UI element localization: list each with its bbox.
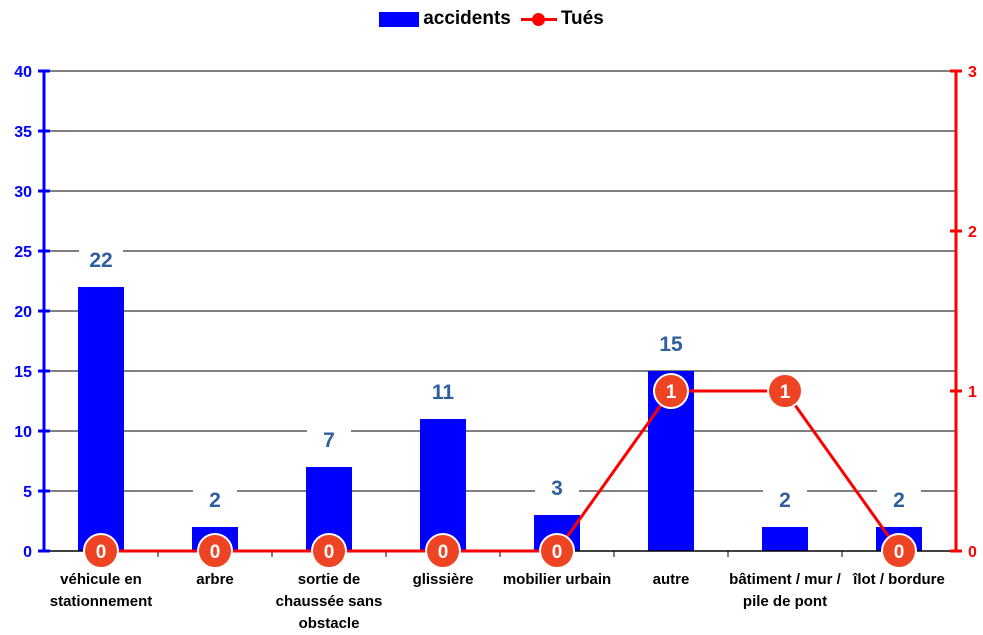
bar-value-label: 3 (551, 477, 563, 500)
bar-value-label: 11 (432, 381, 455, 404)
left-tick-label: 20 (14, 304, 32, 321)
bar (762, 527, 808, 551)
line-point-label: 1 (666, 382, 677, 403)
line-point (881, 533, 917, 569)
line-point-label: 0 (210, 542, 221, 563)
right-tick-label: 1 (968, 384, 977, 401)
left-tick-label: 15 (14, 364, 32, 381)
x-category-label: mobilier urbain (503, 571, 611, 588)
line-point (767, 373, 803, 409)
line-point-label: 0 (438, 542, 449, 563)
bar-label-bg (877, 485, 921, 515)
x-category-label: glissière (413, 571, 474, 588)
chart-legend: accidents Tués (0, 8, 983, 30)
legend-item-accidents: accidents (379, 8, 511, 30)
left-tick-label: 0 (23, 544, 32, 561)
bar-value-label: 22 (89, 249, 112, 272)
bar-value-label: 15 (659, 333, 683, 356)
left-tick-label: 5 (23, 484, 32, 501)
line-point (539, 533, 575, 569)
legend-swatch-tues (520, 12, 557, 27)
x-category-label: stationnement (50, 593, 153, 610)
line-point (197, 533, 233, 569)
legend-label-tues: Tués (560, 8, 604, 29)
left-tick-label: 10 (14, 424, 32, 441)
left-tick-label: 30 (14, 184, 32, 201)
x-category-label: chaussée sans (276, 593, 383, 610)
line-point-label: 0 (96, 542, 107, 563)
bar (78, 287, 124, 551)
left-tick-label: 25 (14, 244, 32, 261)
bar-label-bg (307, 425, 351, 455)
line-point-label: 0 (894, 542, 905, 563)
right-tick-label: 2 (968, 224, 977, 241)
legend-label-accidents: accidents (423, 8, 511, 29)
bar (420, 419, 466, 551)
line-point (83, 533, 119, 569)
x-category-label: îlot / bordure (852, 571, 945, 588)
bar-label-bg (763, 485, 807, 515)
line-tues (101, 389, 901, 553)
x-category-label: pile de pont (743, 593, 827, 610)
bar-label-bg (649, 329, 693, 359)
bar-value-label: 7 (323, 429, 335, 452)
line-point (425, 533, 461, 569)
x-category-label: sortie de (298, 571, 361, 588)
line-point (653, 373, 689, 409)
bar-label-bg (193, 485, 237, 515)
legend-swatch-accidents (379, 11, 420, 27)
x-category-label: bâtiment / mur / (729, 571, 842, 588)
line-point-label: 0 (324, 542, 335, 563)
bar-value-label: 2 (893, 489, 905, 512)
line-point (311, 533, 347, 569)
x-category-label: véhicule en (60, 571, 142, 588)
bar-label-bg (79, 245, 123, 275)
bar-value-label: 2 (779, 489, 791, 512)
legend-item-tues: Tués (520, 8, 604, 30)
bar-value-label: 2 (209, 489, 221, 512)
right-tick-label: 3 (968, 64, 977, 81)
x-category-label: arbre (196, 571, 234, 588)
left-tick-label: 40 (14, 64, 32, 81)
bar-label-bg (421, 377, 465, 407)
line-point-label: 1 (780, 382, 791, 403)
x-category-label: autre (653, 571, 690, 588)
x-category-label: obstacle (299, 615, 360, 632)
line-point-label: 0 (552, 542, 563, 563)
left-tick-label: 35 (14, 124, 32, 141)
right-tick-label: 0 (968, 544, 977, 561)
bar-label-bg (535, 473, 579, 503)
